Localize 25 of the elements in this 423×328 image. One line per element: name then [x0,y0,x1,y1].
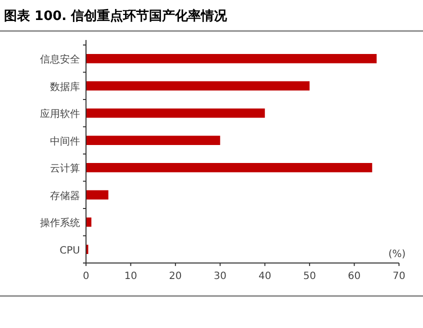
bar [86,162,372,172]
x-tick-label: 70 [392,271,406,282]
y-tick-label: 信息安全 [40,54,80,66]
y-tick-label: 存储器 [50,190,80,202]
x-tick-label: 10 [124,271,138,282]
x-tick-label: 60 [348,271,361,282]
x-tick-label: 50 [303,271,316,282]
y-tick-label: 中间件 [50,135,80,148]
chart-title: 图表 100. 信创重点环节国产化率情况 [4,8,228,24]
bar [86,190,108,200]
y-tick-label: CPU [60,245,80,256]
y-tick-label: 应用软件 [40,108,80,120]
y-tick-label: 数据库 [50,80,80,93]
x-tick-label: 40 [258,271,272,282]
y-tick-label: 云计算 [50,162,80,175]
bar [86,54,377,64]
x-tick-label: 20 [169,271,182,282]
x-axis-title: (%) [388,249,406,260]
y-tick-label: 操作系统 [40,217,80,230]
bar [86,81,310,91]
bar [86,217,92,227]
bar [86,136,220,146]
x-tick-label: 0 [82,271,90,282]
x-tick-label: 30 [214,271,227,282]
bar [86,108,265,118]
